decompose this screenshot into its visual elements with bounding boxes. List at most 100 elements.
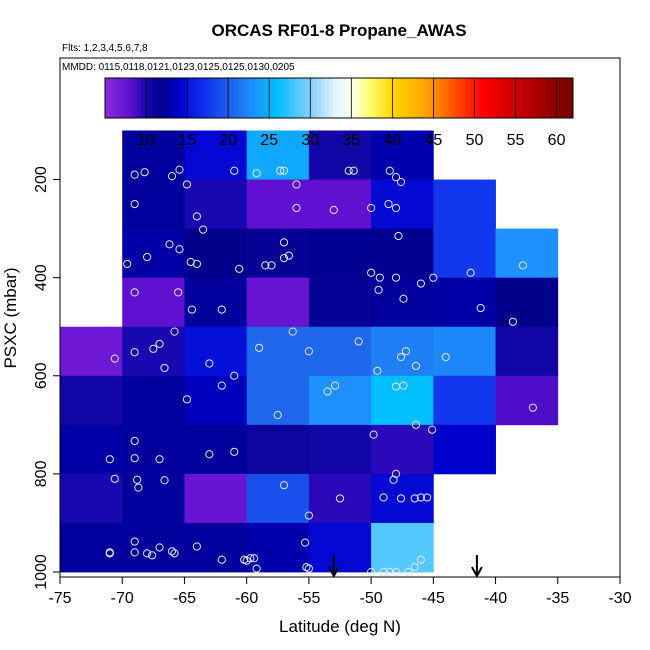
colorbar-segment <box>149 78 154 118</box>
heatmap-cell <box>184 375 248 426</box>
observation-point <box>394 231 403 241</box>
colorbar-segment <box>173 78 178 118</box>
observation-point <box>373 366 382 375</box>
observation-point <box>301 538 310 547</box>
heatmap-cell <box>433 424 496 475</box>
heatmap-cell <box>246 473 310 524</box>
colorbar-segment <box>129 78 134 118</box>
colorbar-tick-label: 25 <box>260 132 278 149</box>
colorbar-segment <box>221 78 226 118</box>
observation-point <box>130 288 139 297</box>
x-tick-label: -60 <box>235 590 258 607</box>
x-tick-label: -30 <box>608 590 631 607</box>
colorbar-segment <box>309 78 314 118</box>
observation-point <box>335 494 345 503</box>
observation-point <box>273 410 282 420</box>
heatmap-cell <box>184 179 248 230</box>
observation-point <box>375 273 384 282</box>
observation-point <box>250 554 259 563</box>
observation-point <box>288 327 297 336</box>
observation-point <box>192 259 201 269</box>
colorbar-segment <box>317 78 322 118</box>
colorbar-segment <box>113 78 118 118</box>
colorbar-segment <box>353 78 358 118</box>
observation-point <box>246 554 255 563</box>
colorbar-segment <box>357 78 362 118</box>
observation-point <box>396 494 406 503</box>
observation-point <box>385 166 394 175</box>
colorbar-segment <box>525 78 530 118</box>
colorbar-segment <box>301 78 306 118</box>
observation-point <box>304 511 313 520</box>
observation-point <box>411 361 421 371</box>
colorbar-segment <box>297 78 302 118</box>
heatmap-cell <box>495 326 559 377</box>
observation-point <box>330 381 340 390</box>
heatmap-cell <box>371 130 434 180</box>
colorbar-segment <box>325 78 330 118</box>
observation-point <box>134 483 143 492</box>
observation-point <box>143 252 152 262</box>
x-tick-label: -45 <box>422 590 445 607</box>
observation-point <box>160 476 169 485</box>
observation-point <box>187 305 197 314</box>
observation-point <box>396 177 406 187</box>
colorbar-segment <box>217 78 222 118</box>
heatmap-cell <box>122 179 185 230</box>
colorbar-segment <box>249 78 254 118</box>
observation-point <box>140 168 149 177</box>
heatmap-cell <box>122 424 185 475</box>
colorbar-segment <box>265 78 270 118</box>
heatmap-cell <box>122 228 185 279</box>
observation-point <box>367 203 376 213</box>
heatmap-cell <box>308 179 372 230</box>
observation-point <box>344 166 353 175</box>
colorbar-segment <box>201 78 206 118</box>
observation-point <box>252 564 261 573</box>
observation-point <box>528 403 537 412</box>
heatmap-cell <box>371 424 434 475</box>
heatmap-cell <box>371 179 434 230</box>
colorbar-segment <box>289 78 294 118</box>
colorbar-segment <box>197 78 202 118</box>
observation-point <box>279 238 289 247</box>
colorbar-segment <box>537 78 542 118</box>
colorbar-segment <box>233 78 238 118</box>
heatmap-cell <box>495 277 559 328</box>
heatmap-cell <box>308 130 372 180</box>
colorbar-segment <box>293 78 298 118</box>
observation-point <box>217 381 226 390</box>
heatmap-cell <box>246 228 310 279</box>
colorbar-segment <box>337 78 342 118</box>
observation-point <box>192 212 201 221</box>
colorbar-frame <box>104 77 574 119</box>
observation-point <box>205 359 214 368</box>
colorbar-segment <box>505 78 510 118</box>
heatmap-cell <box>246 130 310 180</box>
observation-point <box>155 543 164 552</box>
observation-point <box>354 337 363 346</box>
colorbar-tick-label: 55 <box>507 132 525 149</box>
observation-point <box>423 493 432 502</box>
colorbar-segment <box>241 78 246 118</box>
observation-point <box>391 273 401 282</box>
colorbar-segment <box>153 78 158 118</box>
observation-point <box>143 549 152 558</box>
heatmap-cell <box>246 375 310 426</box>
colorbar-segment <box>121 78 126 118</box>
heatmap-cell <box>433 179 496 230</box>
colorbar-segment <box>509 78 514 118</box>
colorbar-segment <box>305 78 310 118</box>
observation-point <box>182 395 192 404</box>
observation-point <box>292 180 301 189</box>
x-tick-label: -65 <box>173 590 196 607</box>
colorbar-segment <box>517 78 522 118</box>
observation-point <box>255 343 264 352</box>
observation-point <box>401 347 411 356</box>
observation-point <box>367 567 376 577</box>
colorbar-segment <box>177 78 182 118</box>
y-tick-label: 400 <box>33 264 50 291</box>
x-tick-label: -75 <box>48 590 71 607</box>
colorbar-segment <box>401 78 406 118</box>
